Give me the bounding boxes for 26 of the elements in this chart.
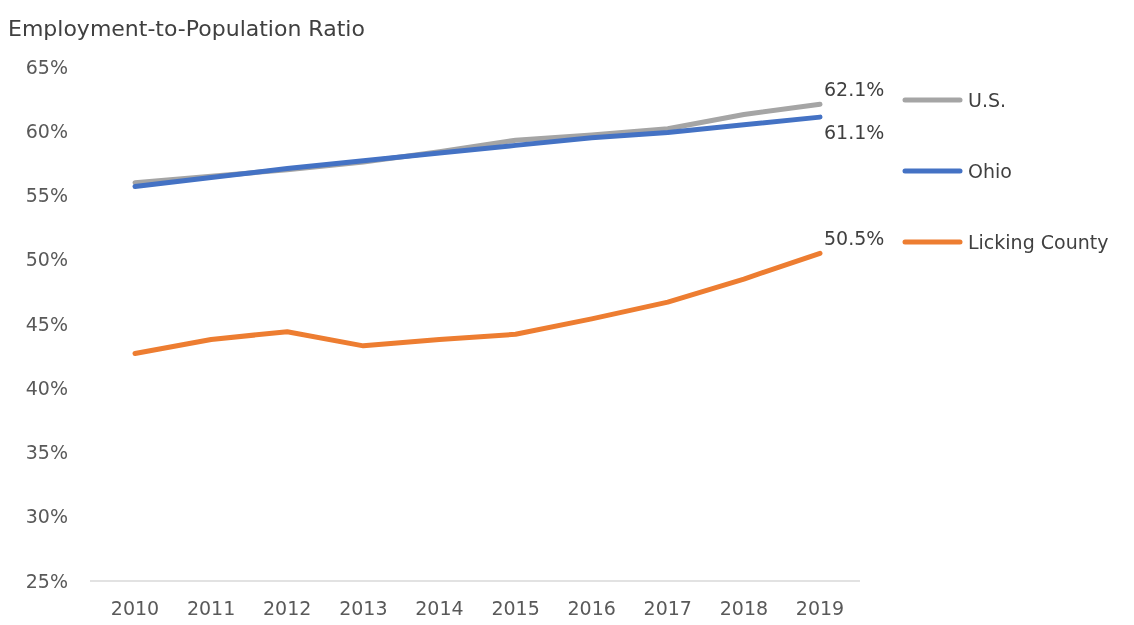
y-tick-label: 40% (25, 376, 68, 399)
data-label: 62.1% (824, 78, 885, 101)
chart-title: Employment-to-Population Ratio (8, 16, 365, 41)
y-tick-label: 25% (25, 569, 68, 592)
x-tick-label: 2018 (719, 597, 769, 619)
legend-label: Ohio (968, 159, 1012, 182)
y-tick-label: 45% (25, 312, 68, 335)
y-tick-label: 65% (25, 55, 68, 78)
x-tick-label: 2019 (795, 597, 845, 619)
x-tick-label: 2016 (567, 597, 616, 619)
y-tick-label: 60% (25, 119, 68, 142)
y-tick-label: 55% (25, 184, 68, 207)
x-tick-label: 2013 (339, 597, 388, 619)
x-tick-label: 2012 (263, 597, 312, 619)
data-label: 50.5% (824, 227, 885, 250)
legend-label: Licking County (968, 230, 1109, 253)
x-tick-label: 2015 (491, 597, 540, 619)
x-tick-label: 2010 (110, 597, 160, 619)
x-tick-label: 2017 (643, 597, 692, 619)
x-tick-label: 2014 (415, 597, 464, 619)
x-tick-label: 2011 (186, 597, 236, 619)
y-tick-label: 30% (25, 505, 68, 528)
data-label: 61.1% (824, 121, 885, 144)
y-tick-label: 50% (25, 248, 68, 271)
y-tick-label: 35% (25, 441, 68, 464)
legend-label: U.S. (968, 88, 1007, 111)
